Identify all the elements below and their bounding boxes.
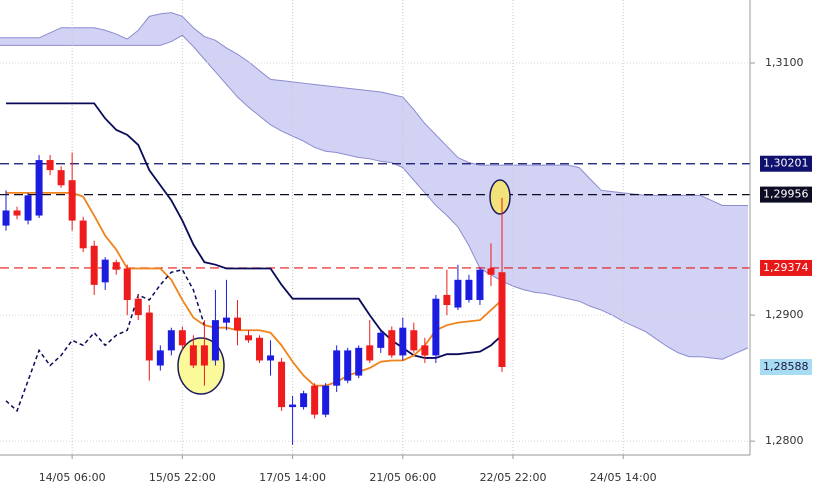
candle-body	[68, 180, 76, 221]
candle-body	[211, 320, 219, 361]
cloud-edge	[0, 34, 749, 360]
candle-body	[465, 279, 473, 300]
candle-body	[244, 335, 252, 341]
candle-body	[222, 317, 230, 323]
candle-body	[101, 259, 109, 283]
candle-body	[90, 245, 98, 285]
cloud	[0, 12, 748, 360]
candle-body	[13, 210, 21, 216]
x-tick-label: 14/05 06:00	[39, 471, 106, 484]
candle-body	[233, 317, 241, 331]
y-tick-label: 1,2800	[765, 434, 804, 447]
candle-body	[432, 298, 440, 356]
candle-body	[256, 337, 264, 361]
candle-body	[498, 272, 506, 368]
candle-body	[189, 345, 197, 366]
candle-body	[278, 361, 286, 408]
front-layer: 1,3100 1,2900 1,2800 14/05 06:00 15/05 22:00…	[2, 56, 812, 484]
candle-body	[123, 268, 131, 300]
candle-body	[322, 385, 330, 415]
level-label: 1,30201	[763, 157, 809, 170]
candle-body	[167, 330, 175, 351]
candle-body	[79, 220, 87, 249]
candle-body	[377, 332, 385, 348]
candle-body	[366, 345, 374, 361]
candle-body	[311, 385, 319, 415]
candle-body	[145, 312, 153, 361]
x-tick-label: 15/05 22:00	[149, 471, 216, 484]
candle-body	[289, 404, 297, 408]
candle-body	[487, 268, 495, 275]
highlight-circle	[489, 179, 511, 215]
indicator-line	[5, 268, 206, 413]
candle-body	[178, 330, 186, 346]
candle-body	[388, 330, 396, 356]
x-tick-label: 17/05 14:00	[259, 471, 326, 484]
level-label: 1,29374	[763, 261, 809, 274]
candle-body	[355, 347, 363, 376]
candle-body	[454, 279, 462, 308]
x-tick-label: 22/05 22:00	[480, 471, 547, 484]
candle-body	[344, 350, 352, 381]
y-tick-label: 1,3100	[765, 56, 804, 69]
level-label-box	[760, 259, 812, 276]
x-tick-label: 24/05 14:00	[590, 471, 657, 484]
candle-body	[410, 330, 418, 351]
back-layer	[0, 0, 750, 455]
candle-body	[46, 160, 54, 171]
candle-body	[112, 262, 120, 270]
x-tick-label: 21/05 06:00	[369, 471, 436, 484]
candle-body	[156, 350, 164, 366]
price-label-box	[760, 359, 812, 376]
candle-body	[134, 298, 142, 316]
candle-body	[476, 269, 484, 300]
candle-body	[2, 210, 10, 226]
indicator-line	[6, 102, 503, 359]
candle-body	[35, 160, 43, 216]
candle-body	[57, 170, 65, 186]
level-label-box	[760, 155, 812, 172]
level-label: 1,29956	[763, 188, 809, 201]
indicator-line	[6, 191, 503, 387]
candle-body	[333, 350, 341, 386]
cloud-edge	[0, 12, 748, 206]
level-label-box	[760, 186, 812, 203]
candle-body	[200, 345, 208, 366]
candle-body	[443, 294, 451, 306]
candle-body	[421, 345, 429, 356]
candle-body	[267, 355, 275, 361]
candle-body	[399, 327, 407, 356]
candle-body	[24, 195, 32, 221]
candle-body	[300, 393, 308, 408]
price-label: 1,28588	[763, 360, 809, 373]
y-tick-label: 1,2900	[765, 308, 804, 321]
